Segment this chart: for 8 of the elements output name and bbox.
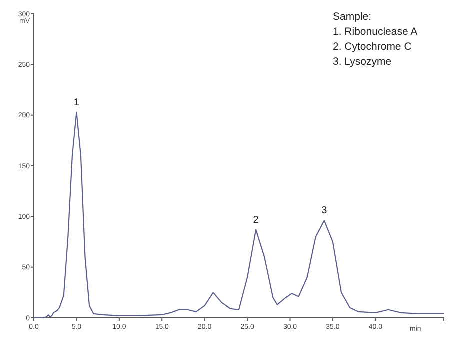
annotation: 2 xyxy=(253,214,260,226)
annotation: 2. Cytochrome C xyxy=(333,41,412,53)
annotation: 3. Lysozyme xyxy=(333,56,392,68)
line-series xyxy=(33,112,445,319)
annotation: 1. Ribonuclease A xyxy=(333,26,418,38)
annotation: Sample: xyxy=(333,11,372,23)
annotation: 3 xyxy=(322,206,328,217)
annotation: 1 xyxy=(74,97,80,108)
